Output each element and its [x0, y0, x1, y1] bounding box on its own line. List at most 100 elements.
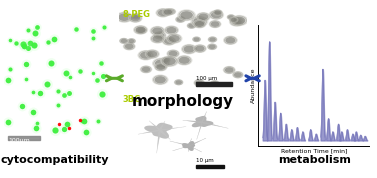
Circle shape — [162, 58, 169, 62]
Circle shape — [193, 17, 205, 25]
Circle shape — [208, 36, 218, 43]
Circle shape — [209, 37, 216, 42]
Circle shape — [177, 9, 196, 21]
Circle shape — [166, 49, 180, 58]
Circle shape — [223, 36, 238, 45]
Circle shape — [123, 42, 136, 51]
Circle shape — [125, 44, 133, 49]
Circle shape — [198, 14, 208, 20]
Text: metabolism: metabolism — [278, 155, 351, 165]
Circle shape — [115, 12, 133, 23]
Circle shape — [137, 28, 145, 33]
Circle shape — [152, 35, 163, 42]
Circle shape — [193, 37, 200, 41]
Circle shape — [155, 59, 167, 67]
Circle shape — [208, 44, 216, 49]
Circle shape — [213, 9, 223, 16]
Circle shape — [169, 35, 180, 42]
Circle shape — [118, 13, 130, 21]
Circle shape — [158, 10, 168, 16]
Circle shape — [133, 25, 148, 35]
Circle shape — [142, 67, 150, 72]
Circle shape — [130, 15, 140, 21]
Circle shape — [163, 57, 176, 65]
Circle shape — [234, 72, 242, 77]
Circle shape — [210, 80, 220, 87]
Circle shape — [131, 13, 141, 20]
Circle shape — [128, 14, 143, 23]
Circle shape — [195, 21, 204, 27]
Circle shape — [231, 18, 242, 25]
Circle shape — [162, 8, 174, 16]
Circle shape — [164, 38, 174, 44]
Circle shape — [166, 27, 176, 33]
Text: 100 μm: 100 μm — [196, 76, 217, 81]
Circle shape — [154, 63, 168, 71]
Circle shape — [138, 50, 154, 61]
Bar — [8, 136, 40, 140]
Circle shape — [192, 36, 201, 42]
Circle shape — [193, 20, 207, 28]
Circle shape — [211, 12, 222, 18]
Text: 10 μm: 10 μm — [196, 158, 213, 163]
Circle shape — [156, 64, 166, 70]
Circle shape — [119, 38, 129, 44]
Circle shape — [166, 33, 182, 44]
Polygon shape — [144, 123, 173, 139]
Circle shape — [175, 16, 186, 23]
Circle shape — [208, 10, 224, 20]
Circle shape — [152, 74, 169, 85]
Circle shape — [214, 10, 221, 15]
Circle shape — [211, 21, 219, 27]
Circle shape — [230, 18, 237, 22]
Circle shape — [227, 14, 236, 20]
Circle shape — [164, 25, 179, 35]
Circle shape — [140, 65, 152, 73]
Circle shape — [147, 51, 158, 57]
Circle shape — [195, 80, 203, 85]
Circle shape — [187, 22, 196, 29]
Circle shape — [230, 15, 248, 26]
Circle shape — [175, 80, 182, 84]
Circle shape — [121, 39, 127, 43]
Circle shape — [190, 16, 208, 27]
Circle shape — [233, 17, 245, 24]
Circle shape — [180, 11, 193, 19]
FancyArrowPatch shape — [106, 76, 123, 81]
Circle shape — [193, 79, 205, 87]
Circle shape — [229, 17, 244, 27]
Polygon shape — [182, 141, 195, 151]
Circle shape — [140, 52, 151, 59]
Text: 100μm: 100μm — [8, 138, 30, 143]
Circle shape — [211, 81, 218, 86]
Circle shape — [164, 9, 172, 15]
Circle shape — [195, 46, 205, 52]
Circle shape — [150, 34, 165, 44]
Circle shape — [169, 51, 178, 57]
Circle shape — [174, 79, 184, 85]
Circle shape — [233, 20, 239, 24]
Text: 8-PEG: 8-PEG — [123, 10, 150, 19]
Circle shape — [132, 14, 139, 19]
Circle shape — [179, 57, 190, 64]
Y-axis label: Abundance: Abundance — [250, 68, 256, 103]
Circle shape — [135, 27, 147, 34]
Circle shape — [128, 39, 135, 43]
Circle shape — [145, 49, 160, 59]
Text: 3BC: 3BC — [123, 95, 141, 104]
Circle shape — [127, 38, 136, 44]
Circle shape — [152, 27, 163, 34]
Circle shape — [160, 57, 171, 64]
Circle shape — [167, 9, 175, 14]
Circle shape — [184, 46, 195, 53]
Circle shape — [196, 12, 211, 22]
Text: morphology: morphology — [132, 94, 234, 109]
Polygon shape — [192, 116, 213, 127]
Circle shape — [223, 66, 236, 74]
Circle shape — [228, 15, 234, 19]
Circle shape — [166, 8, 176, 15]
Circle shape — [135, 27, 146, 33]
Text: cytocompatibility: cytocompatibility — [0, 155, 109, 165]
Circle shape — [232, 19, 241, 25]
Circle shape — [155, 8, 170, 18]
